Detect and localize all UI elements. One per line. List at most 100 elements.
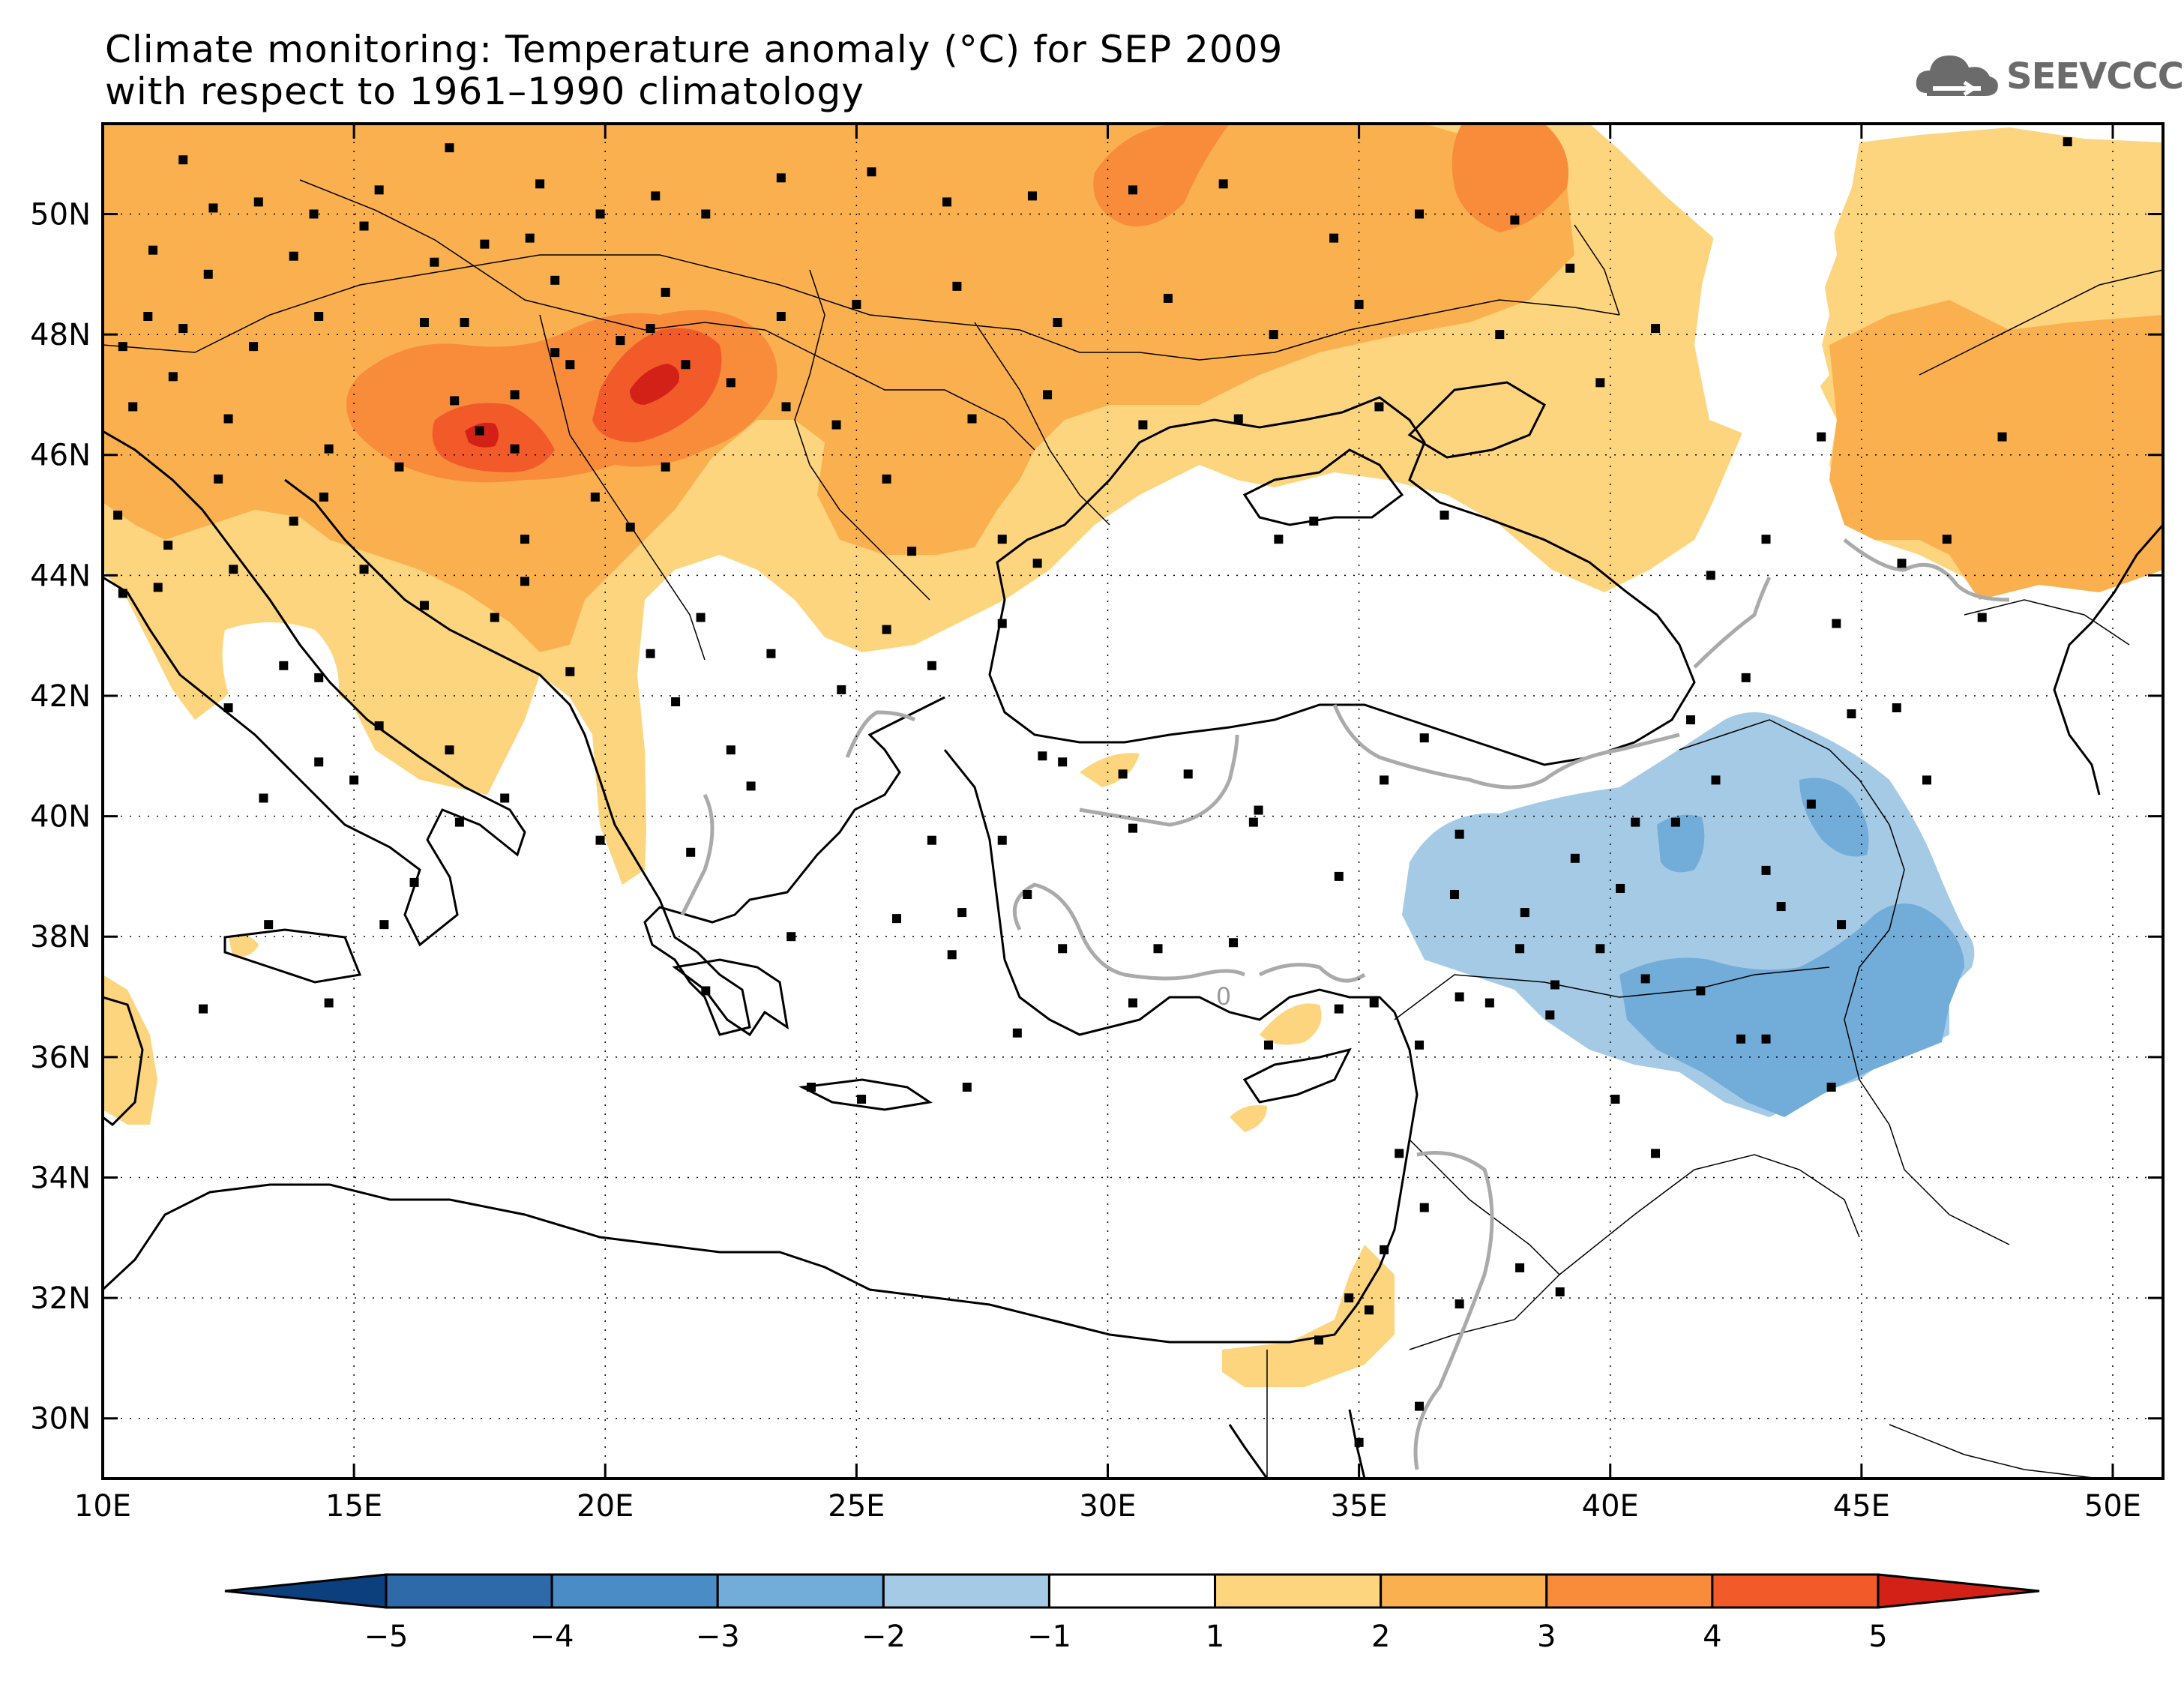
coastline-black-sea [988, 396, 1696, 766]
anomaly-area-below-1 [222, 622, 339, 750]
station-marker [867, 167, 876, 177]
y-tick-label: 34N [30, 1161, 91, 1195]
y-tick-label: 46N [30, 439, 91, 473]
border [794, 269, 930, 601]
station-marker [1776, 902, 1786, 912]
station-marker [153, 583, 163, 592]
anomaly-area-5plus [630, 364, 679, 405]
station-marker [1118, 769, 1128, 779]
station-marker [967, 414, 977, 424]
x-tick-label: 35E [1331, 1489, 1388, 1524]
station-marker [475, 426, 484, 436]
station-marker [1138, 420, 1148, 430]
station-marker [349, 775, 359, 785]
station-marker [520, 535, 530, 544]
station-marker [1595, 944, 1605, 954]
colorbar-label: −3 [696, 1620, 740, 1654]
station-marker [646, 649, 655, 658]
coastlines [103, 381, 2163, 1479]
station-marker [1761, 535, 1771, 544]
colorbar-box [1047, 1573, 1217, 1609]
station-marker [1449, 889, 1459, 899]
station-marker [324, 444, 334, 454]
border [1559, 1154, 1860, 1275]
station-marker [359, 221, 369, 231]
anomaly-area-3-4-north [1093, 124, 1230, 226]
station-marker [776, 311, 786, 321]
anomaly-area-1-2-cyprus [1260, 1003, 1322, 1045]
station-marker [1043, 390, 1053, 400]
coastline-balkans [284, 478, 945, 1036]
station-marker [223, 703, 233, 713]
station-marker [1892, 703, 1901, 713]
station-marker [409, 877, 419, 887]
station-marker [1837, 920, 1847, 930]
anomaly-area-1-2-levant [1222, 1245, 1395, 1387]
anomaly-area-2-3-east [1829, 300, 2163, 600]
station-marker [1419, 733, 1429, 743]
station-marker [379, 920, 389, 930]
colorbar: −5 −4 −3 −2 −1 1 2 3 4 5 [224, 1573, 2040, 1654]
anomaly-area-minus-2-3 [1657, 814, 1705, 873]
station-marker [831, 420, 841, 430]
x-tick-label: 20E [577, 1489, 634, 1524]
colorbar-box [882, 1573, 1050, 1609]
station-marker [1248, 817, 1258, 827]
anomaly-area-1-2-sicily [229, 934, 259, 957]
colorbar-label: 1 [1206, 1620, 1224, 1654]
station-marker [1329, 233, 1339, 243]
zero-contour-line [680, 793, 715, 916]
station-marker [535, 179, 545, 189]
gridlines [103, 124, 2163, 1479]
y-tick-label: 42N [30, 679, 91, 714]
x-tick-label: 50E [2084, 1489, 2141, 1524]
station-marker [1696, 986, 1706, 996]
station-marker [726, 378, 735, 388]
station-marker [1274, 535, 1284, 544]
station-marker [1058, 944, 1068, 954]
station-marker [1183, 769, 1193, 779]
station-marker [480, 239, 490, 249]
zero-contours [680, 538, 2010, 1470]
colorbar-box [1380, 1573, 1548, 1609]
station-marker [565, 667, 575, 676]
station-marker [1711, 775, 1721, 785]
colorbar-arrow-high [1877, 1573, 2040, 1609]
x-tick-label: 40E [1582, 1489, 1639, 1524]
station-marker [1218, 179, 1228, 189]
zero-contour-line [1332, 704, 1680, 790]
station-marker [1380, 775, 1389, 785]
station-marker [726, 745, 735, 755]
station-marker [952, 281, 962, 291]
station-marker [1545, 1010, 1555, 1020]
station-marker [289, 251, 298, 261]
colorbar-label: 3 [1537, 1620, 1556, 1654]
coastline-peloponnese [672, 958, 789, 1037]
station-marker [1365, 1305, 1374, 1315]
zero-contour-line [1843, 538, 2010, 602]
station-marker [1354, 1437, 1364, 1447]
station-marker [203, 269, 213, 279]
colorbar-box [1711, 1573, 1880, 1609]
station-marker [359, 565, 369, 574]
station-marker [1565, 263, 1575, 273]
station-marker [1832, 619, 1841, 628]
station-marker [314, 311, 324, 321]
station-marker [661, 287, 670, 297]
station-marker [1440, 511, 1449, 520]
station-marker [1897, 559, 1907, 568]
station-marker [1570, 853, 1580, 863]
station-marker [264, 920, 274, 930]
station-marker [143, 311, 153, 321]
station-marker [625, 523, 635, 532]
station-marker [490, 613, 499, 622]
station-markers [113, 137, 2072, 1447]
station-marker [1415, 1401, 1425, 1411]
anomaly-area-minus-2-3 [1619, 903, 1964, 1117]
seevccc-logo: SEEVCCC [1912, 46, 2184, 106]
station-marker [289, 517, 298, 526]
station-marker [696, 613, 706, 622]
station-marker [1595, 378, 1605, 388]
station-marker [1309, 517, 1319, 526]
title-line-1: Climate monitoring: Temperature anomaly … [105, 28, 1284, 71]
